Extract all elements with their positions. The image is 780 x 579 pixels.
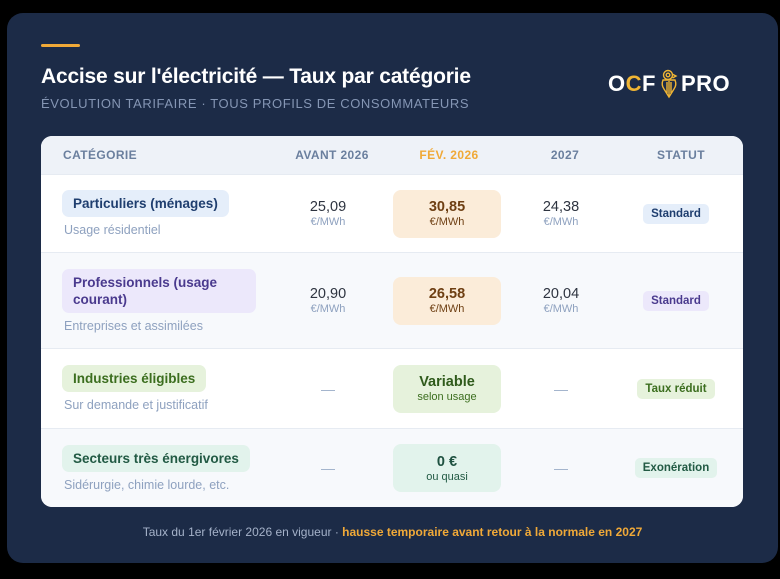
- logo-letter-o: O: [608, 71, 626, 96]
- feb-2026-wrap: 0 € ou quasi: [383, 444, 511, 492]
- page-subtitle: ÉVOLUTION TARIFAIRE · TOUS PROFILS DE CO…: [41, 96, 470, 111]
- category-pill: Secteurs très énergivores: [62, 444, 250, 472]
- 2027-cell: —: [511, 381, 611, 397]
- logo-letter-c: C: [625, 71, 643, 96]
- 2027-unit: €/MWh: [543, 216, 579, 228]
- before-2026-unit: €/MWh: [310, 216, 346, 228]
- category-cell: Professionnels (usage courant) Entrepris…: [41, 268, 273, 333]
- feb-2026-value: 26,58: [428, 286, 466, 302]
- before-2026-cell: 25,09 €/MWh: [273, 199, 383, 228]
- table-row: Professionnels (usage courant) Entrepris…: [41, 252, 743, 348]
- empty-dash: —: [554, 460, 568, 476]
- 2027-unit: €/MWh: [543, 303, 579, 315]
- column-header-2027: 2027: [550, 148, 580, 162]
- category-description: Entreprises et assimilées: [64, 318, 203, 333]
- column-header-before-2026: AVANT 2026: [295, 148, 369, 162]
- status-badge: Taux réduit: [637, 378, 715, 399]
- category-pill: Professionnels (usage courant): [62, 268, 256, 313]
- feb-2026-wrap: 26,58 €/MWh: [383, 276, 511, 325]
- empty-dash: —: [321, 380, 335, 397]
- before-2026-cell: —: [273, 381, 383, 397]
- column-header-status: STATUT: [657, 148, 705, 162]
- footnote-muted: Taux du 1er février 2026 en vigueur ·: [142, 525, 343, 539]
- feb-2026-value: 0 €: [436, 453, 458, 470]
- logo-letter-f: F: [642, 71, 656, 96]
- status-cell: Standard: [611, 203, 741, 224]
- 2027-value: 20,04: [542, 286, 580, 302]
- tax-rates-table: CATÉGORIE AVANT 2026 FÉV. 2026 2027 STAT…: [41, 136, 743, 507]
- eagle-emblem-icon: [661, 69, 678, 99]
- footnote-emphasis: hausse temporaire avant retour à la norm…: [342, 525, 643, 539]
- category-cell: Industries éligibles Sur demande et just…: [41, 365, 273, 412]
- before-2026-cell: —: [273, 460, 383, 476]
- 2027-cell: 20,04 €/MWh: [511, 286, 611, 315]
- status-badge: Exonération: [634, 458, 718, 478]
- category-pill: Particuliers (ménages): [62, 190, 229, 217]
- feb-2026-unit: selon usage: [417, 391, 477, 403]
- category-description: Usage résidentiel: [64, 223, 161, 237]
- status-badge: Standard: [643, 290, 709, 311]
- feb-2026-wrap: 30,85 €/MWh: [383, 189, 511, 238]
- feb-2026-unit: €/MWh: [429, 216, 465, 228]
- page-title: Accise sur l'électricité — Taux par caté…: [41, 65, 471, 88]
- before-2026-unit: €/MWh: [310, 303, 346, 315]
- status-cell: Taux réduit: [611, 378, 741, 399]
- feb-2026-unit: €/MWh: [429, 303, 465, 315]
- before-2026-value: 20,90: [309, 286, 347, 302]
- table-row: Industries éligibles Sur demande et just…: [41, 348, 743, 428]
- accent-bar: [41, 44, 80, 47]
- category-description: Sur demande et justificatif: [64, 398, 208, 412]
- status-badge: Standard: [643, 203, 709, 224]
- 2027-cell: 24,38 €/MWh: [511, 199, 611, 228]
- feb-2026-wrap: Variable selon usage: [383, 364, 511, 413]
- feb-2026-cell: Variable selon usage: [393, 364, 501, 413]
- table-row: Secteurs très énergivores Sidérurgie, ch…: [41, 428, 743, 507]
- empty-dash: —: [321, 460, 335, 476]
- category-description: Sidérurgie, chimie lourde, etc.: [64, 477, 230, 492]
- before-2026-cell: 20,90 €/MWh: [273, 286, 383, 315]
- feb-2026-value: Variable: [419, 374, 475, 390]
- status-cell: Standard: [611, 290, 741, 311]
- logo-pro: PRO: [680, 71, 731, 96]
- category-cell: Particuliers (ménages) Usage résidentiel: [41, 190, 273, 237]
- 2027-cell: —: [511, 460, 611, 476]
- feb-2026-unit: ou quasi: [426, 470, 468, 483]
- table-header: CATÉGORIE AVANT 2026 FÉV. 2026 2027 STAT…: [41, 136, 743, 174]
- feb-2026-cell: 0 € ou quasi: [393, 444, 501, 492]
- feb-2026-cell: 30,85 €/MWh: [393, 189, 501, 238]
- column-header-category: CATÉGORIE: [63, 148, 138, 162]
- footnote: Taux du 1er février 2026 en vigueur · ha…: [7, 525, 778, 539]
- category-cell: Secteurs très énergivores Sidérurgie, ch…: [41, 444, 273, 492]
- 2027-value: 24,38: [542, 199, 580, 215]
- column-header-feb-2026: FÉV. 2026: [419, 148, 479, 162]
- feb-2026-cell: 26,58 €/MWh: [393, 276, 501, 325]
- status-cell: Exonération: [611, 458, 741, 478]
- feb-2026-value: 30,85: [428, 199, 466, 215]
- empty-dash: —: [554, 380, 568, 397]
- category-pill: Industries éligibles: [62, 365, 207, 392]
- table-row: Particuliers (ménages) Usage résidentiel…: [41, 174, 743, 252]
- before-2026-value: 25,09: [309, 199, 347, 215]
- infographic-card: Accise sur l'électricité — Taux par caté…: [7, 13, 778, 563]
